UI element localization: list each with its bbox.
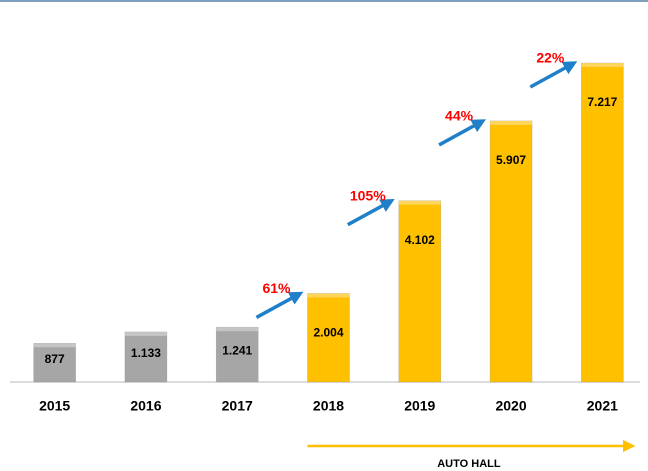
x-tick-label: 2019	[404, 398, 435, 414]
growth-arrow	[255, 291, 304, 319]
data-label: 5.907	[496, 153, 526, 167]
bar-highlight	[216, 327, 259, 332]
bar	[33, 342, 76, 383]
x-tick-label: 2015	[39, 398, 70, 414]
bar-highlight	[581, 63, 624, 67]
data-label: 1.241	[222, 344, 252, 358]
bar-highlight	[33, 343, 76, 348]
growth-label: 105%	[350, 187, 386, 203]
bar	[581, 62, 624, 383]
x-tick-label: 2017	[222, 398, 253, 414]
bar-highlight	[398, 200, 441, 205]
data-label: 4.102	[405, 233, 435, 247]
bar	[215, 326, 259, 383]
x-tick-label: 2021	[587, 398, 618, 414]
bar-highlight	[124, 331, 167, 336]
data-label: 1.133	[131, 346, 161, 360]
data-label: 7.217	[587, 95, 617, 109]
bar	[124, 331, 168, 383]
bar-highlight	[490, 120, 533, 125]
growth-label: 61%	[262, 280, 291, 296]
growth-arrow	[438, 119, 486, 147]
growth-arrow	[529, 61, 578, 89]
growth-label: 22%	[536, 50, 565, 66]
growth-arrow	[346, 198, 395, 227]
x-tick-label: 2018	[313, 398, 344, 414]
x-tick-label: 2020	[495, 398, 526, 414]
growth-label: 44%	[445, 108, 474, 124]
bar	[398, 200, 442, 383]
data-label: 877	[45, 352, 65, 366]
bracket-label: AUTO HALL	[437, 458, 501, 470]
x-tick-label: 2016	[130, 398, 161, 414]
bar-highlight	[307, 293, 350, 298]
bar	[489, 120, 533, 383]
bar	[307, 293, 350, 383]
data-label: 2.004	[313, 326, 343, 340]
